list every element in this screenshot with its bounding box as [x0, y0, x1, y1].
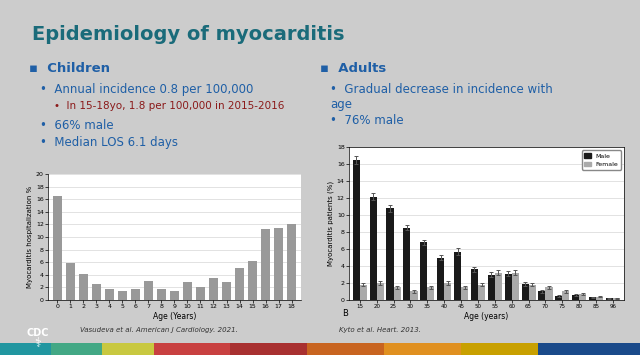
- Text: Kyto et al. Heart. 2013.: Kyto et al. Heart. 2013.: [339, 327, 421, 333]
- Bar: [102, 343, 154, 355]
- Bar: [52, 196, 61, 300]
- X-axis label: Age (Years): Age (Years): [153, 312, 196, 321]
- Bar: [230, 343, 307, 355]
- Bar: [454, 252, 461, 300]
- Bar: [529, 285, 536, 300]
- Bar: [563, 291, 570, 300]
- Bar: [394, 287, 401, 300]
- Text: Vasudeva et al. American J Cardiology. 2021.: Vasudeva et al. American J Cardiology. 2…: [80, 327, 238, 333]
- Bar: [118, 290, 127, 300]
- Bar: [369, 197, 377, 300]
- Bar: [183, 282, 192, 300]
- Text: ▪  Adults: ▪ Adults: [320, 62, 387, 75]
- Bar: [144, 281, 153, 300]
- Bar: [209, 278, 218, 300]
- Text: Epidemiology of myocarditis: Epidemiology of myocarditis: [31, 25, 344, 44]
- Text: B: B: [342, 309, 348, 318]
- Bar: [495, 273, 502, 300]
- Bar: [79, 273, 88, 300]
- Bar: [556, 296, 563, 300]
- Bar: [428, 287, 435, 300]
- Bar: [235, 268, 244, 300]
- Bar: [307, 343, 384, 355]
- Text: •  76% male: • 76% male: [330, 114, 404, 127]
- Bar: [403, 228, 410, 300]
- Bar: [512, 273, 519, 300]
- Bar: [377, 283, 384, 300]
- Text: CDC: CDC: [27, 328, 49, 338]
- Bar: [522, 284, 529, 300]
- Bar: [488, 274, 495, 300]
- Text: ⚕: ⚕: [35, 337, 42, 350]
- Bar: [437, 258, 444, 300]
- Bar: [471, 269, 478, 300]
- Bar: [360, 285, 367, 300]
- Bar: [538, 343, 640, 355]
- Bar: [420, 242, 428, 300]
- Bar: [105, 289, 114, 300]
- Text: •  66% male: • 66% male: [40, 119, 113, 132]
- Text: ▪  Children: ▪ Children: [29, 62, 110, 75]
- Bar: [579, 294, 586, 300]
- Bar: [353, 160, 360, 300]
- Bar: [0, 343, 51, 355]
- Bar: [196, 288, 205, 300]
- Bar: [248, 261, 257, 300]
- Bar: [410, 291, 417, 300]
- Bar: [92, 284, 100, 300]
- Bar: [170, 290, 179, 300]
- Bar: [157, 289, 166, 300]
- Text: •  In 15-18yo, 1.8 per 100,000 in 2015-2016: • In 15-18yo, 1.8 per 100,000 in 2015-20…: [54, 101, 285, 111]
- Bar: [596, 296, 604, 300]
- Bar: [504, 274, 512, 300]
- Bar: [222, 282, 231, 300]
- Bar: [589, 297, 596, 300]
- Bar: [444, 283, 451, 300]
- Bar: [461, 287, 468, 300]
- Bar: [572, 295, 579, 300]
- Bar: [261, 229, 270, 300]
- Bar: [606, 298, 613, 300]
- Legend: Male, Female: Male, Female: [582, 151, 621, 170]
- X-axis label: Age (years): Age (years): [464, 312, 509, 321]
- Bar: [387, 208, 394, 300]
- Bar: [545, 287, 552, 300]
- Bar: [384, 343, 461, 355]
- Bar: [613, 298, 620, 300]
- Text: •  Gradual decrease in incidence with
age: • Gradual decrease in incidence with age: [330, 83, 553, 111]
- Text: •  Annual incidence 0.8 per 100,000: • Annual incidence 0.8 per 100,000: [40, 83, 253, 97]
- Text: •  Median LOS 6.1 days: • Median LOS 6.1 days: [40, 136, 178, 149]
- Bar: [131, 289, 140, 300]
- Bar: [478, 285, 485, 300]
- Bar: [274, 228, 284, 300]
- Y-axis label: Myocarditis hospitalization %: Myocarditis hospitalization %: [27, 186, 33, 288]
- Bar: [65, 263, 75, 300]
- Bar: [538, 291, 545, 300]
- Bar: [154, 343, 230, 355]
- Y-axis label: Myocarditis patients (%): Myocarditis patients (%): [328, 181, 334, 266]
- Bar: [287, 224, 296, 300]
- Bar: [51, 343, 102, 355]
- Bar: [461, 343, 538, 355]
